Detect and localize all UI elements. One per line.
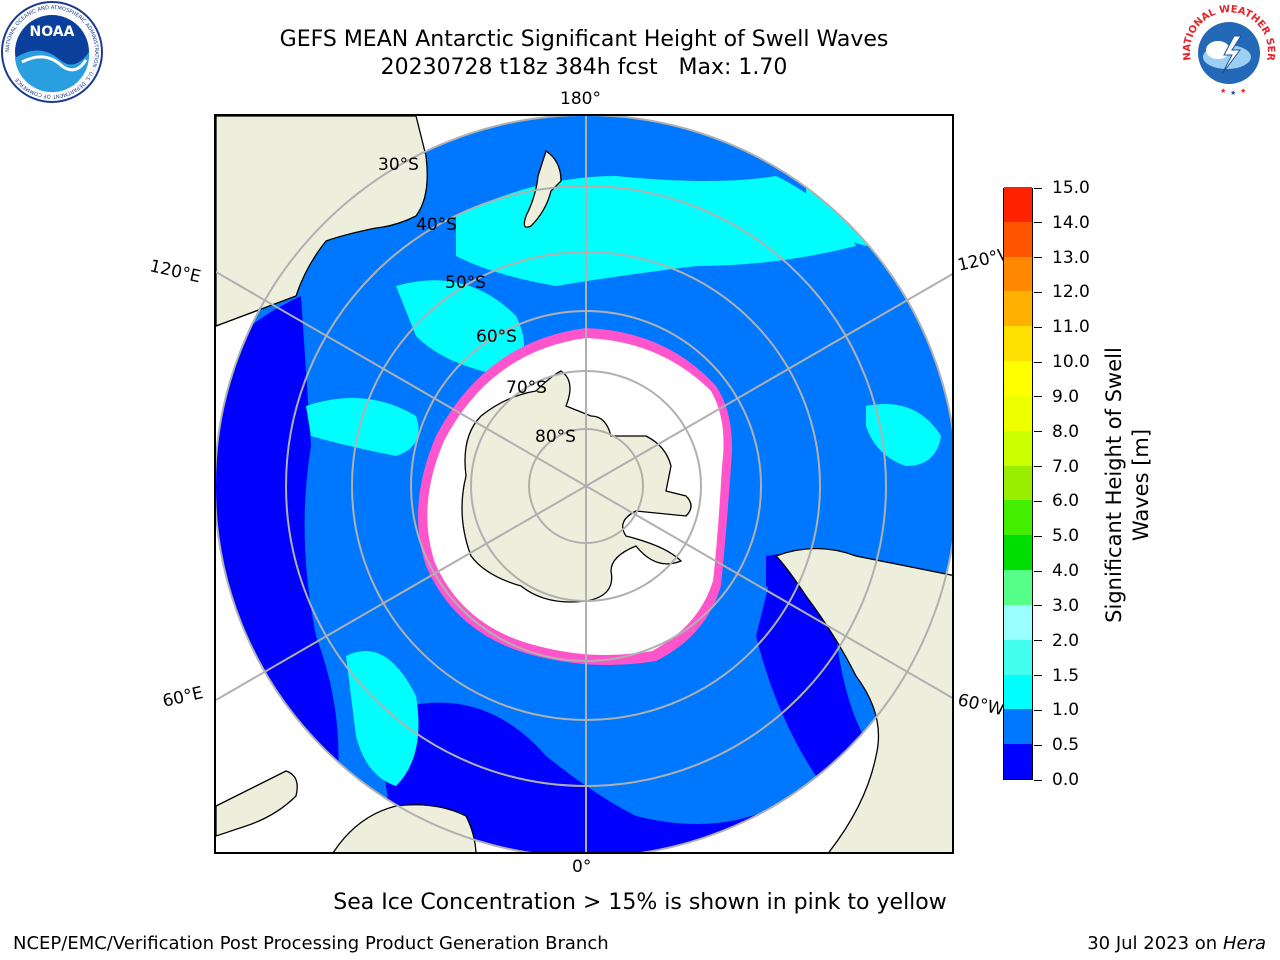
- polar-map: 30°S 40°S 50°S 60°S 70°S 80°S: [214, 114, 954, 854]
- colorbar-segment: [1004, 465, 1032, 501]
- colorbar-tick: [1034, 675, 1042, 677]
- svg-text:★: ★: [1240, 87, 1246, 95]
- colorbar-axis-label: Significant Height of Swell Waves [m]: [1102, 347, 1153, 623]
- colorbar-tick: [1034, 361, 1042, 363]
- colorbar-tick: [1034, 431, 1042, 433]
- polar-map-canvas: 30°S 40°S 50°S 60°S 70°S 80°S: [216, 116, 952, 852]
- mid-swell-region-southwest: [346, 651, 419, 786]
- mid-swell-region-northwest: [396, 280, 524, 376]
- south-america-landmass: [774, 547, 952, 852]
- svg-text:★: ★: [1230, 89, 1236, 97]
- longitude-label-180: 180°: [560, 89, 601, 109]
- colorbar-segment: [1004, 290, 1032, 327]
- colorbar-tick: [1034, 605, 1042, 607]
- footer-date: 30 Jul 2023 on Hera: [1087, 933, 1266, 954]
- colorbar-tick-label: 10.0: [1052, 352, 1090, 373]
- colorbar-segment: [1004, 360, 1032, 396]
- colorbar-segment: [1004, 674, 1032, 710]
- longitude-label-60e: 60°E: [160, 683, 206, 712]
- colorbar-tick: [1034, 222, 1042, 224]
- colorbar-segment: [1004, 256, 1032, 292]
- colorbar-segment: [1004, 499, 1032, 536]
- colorbar-tick-label: 4.0: [1052, 561, 1080, 582]
- colorbar-segment: [1004, 325, 1032, 362]
- colorbar-tick-label: 5.0: [1052, 526, 1080, 547]
- longitude-label-120e: 120°E: [147, 256, 203, 288]
- latitude-label-40s: 40°S: [416, 215, 457, 235]
- chart-subtitle: 20230728 t18z 384h fcst Max: 1.70: [380, 55, 788, 80]
- colorbar-segment: [1004, 708, 1032, 745]
- colorbar-tick: [1034, 326, 1042, 328]
- latitude-label-30s: 30°S: [378, 155, 419, 175]
- nws-logo: NATIONAL WEATHER SERVICE ★ ★ ★: [1178, 0, 1278, 100]
- colorbar-segment: [1004, 186, 1032, 222]
- colorbar-tick-label: 1.5: [1052, 665, 1080, 686]
- colorbar-tick-label: 0.5: [1052, 735, 1080, 756]
- colorbar-tick-label: 15.0: [1052, 178, 1090, 198]
- svg-text:★: ★: [1220, 87, 1226, 95]
- colorbar-segment: [1004, 534, 1032, 571]
- colorbar-tick: [1034, 187, 1042, 189]
- colorbar-tick-label: 1.0: [1052, 700, 1080, 721]
- colorbar-segment: [1004, 221, 1032, 257]
- footer-date-text: 30 Jul 2023 on: [1087, 933, 1223, 954]
- colorbar-segment: [1004, 569, 1032, 605]
- colorbar-tick: [1034, 570, 1042, 572]
- colorbar-tick-label: 12.0: [1052, 282, 1090, 303]
- colorbar-tick: [1034, 779, 1042, 781]
- mid-swell-region-north: [456, 176, 856, 286]
- australia-landmass: [216, 116, 428, 327]
- colorbar-tick-label: 7.0: [1052, 456, 1080, 477]
- colorbar-tick: [1034, 744, 1042, 746]
- colorbar-tick-label: 9.0: [1052, 386, 1080, 407]
- colorbar-tick-label: 3.0: [1052, 595, 1080, 616]
- colorbar-tick-label: 11.0: [1052, 317, 1090, 338]
- longitude-label-60w: 60°W: [955, 690, 1006, 721]
- colorbar-tick: [1034, 257, 1042, 259]
- latitude-label-80s: 80°S: [535, 427, 576, 447]
- colorbar-tick-label: 2.0: [1052, 630, 1080, 651]
- colorbar-tick-label: 8.0: [1052, 421, 1080, 442]
- colorbar-tick-label: 14.0: [1052, 212, 1090, 233]
- colorbar-segment: [1004, 639, 1032, 675]
- low-swell-region-south: [376, 702, 816, 852]
- latitude-label-60s: 60°S: [476, 327, 517, 347]
- sea-ice-note: Sea Ice Concentration > 15% is shown in …: [333, 890, 947, 915]
- latitude-label-50s: 50°S: [445, 273, 486, 293]
- noaa-logo: NATIONAL OCEANIC AND ATMOSPHERIC ADMINIS…: [1, 1, 103, 103]
- noaa-logo-text: NOAA: [30, 24, 75, 40]
- colorbar-tick: [1034, 535, 1042, 537]
- colorbar-tick: [1034, 396, 1042, 398]
- colorbar-tick: [1034, 500, 1042, 502]
- footer-host: Hera: [1222, 933, 1266, 954]
- longitude-grid: [216, 116, 952, 852]
- colorbar-tick: [1034, 709, 1042, 711]
- colorbar-tick: [1034, 291, 1042, 293]
- colorbar-tick-label: 0.0: [1052, 770, 1080, 790]
- footer-credit: NCEP/EMC/Verification Post Processing Pr…: [13, 933, 609, 954]
- chart-title: GEFS MEAN Antarctic Significant Height o…: [279, 27, 889, 52]
- colorbar-tick-label: 13.0: [1052, 247, 1090, 268]
- colorbar: [1003, 186, 1033, 780]
- longitude-label-0: 0°: [572, 857, 592, 877]
- colorbar-tick: [1034, 466, 1042, 468]
- madagascar-landmass: [216, 770, 298, 837]
- latitude-label-70s: 70°S: [506, 378, 547, 398]
- colorbar-segment: [1004, 743, 1032, 779]
- colorbar-segment: [1004, 395, 1032, 431]
- colorbar-tick: [1034, 640, 1042, 642]
- africa-landmass: [332, 804, 477, 852]
- colorbar-tick-label: 6.0: [1052, 491, 1080, 512]
- colorbar-segment: [1004, 430, 1032, 466]
- antarctica-landmass: [461, 370, 692, 603]
- mid-swell-region-west: [306, 398, 419, 456]
- low-swell-region-southeast: [756, 556, 876, 776]
- colorbar-segment: [1004, 604, 1032, 640]
